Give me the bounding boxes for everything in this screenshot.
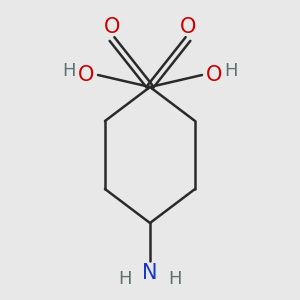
Text: H: H bbox=[118, 270, 132, 288]
Text: O: O bbox=[180, 17, 196, 37]
Text: O: O bbox=[78, 65, 94, 85]
Text: O: O bbox=[206, 65, 222, 85]
Text: O: O bbox=[104, 17, 120, 37]
Text: H: H bbox=[224, 62, 238, 80]
Text: N: N bbox=[142, 263, 158, 283]
Text: H: H bbox=[62, 62, 76, 80]
Text: H: H bbox=[168, 270, 182, 288]
